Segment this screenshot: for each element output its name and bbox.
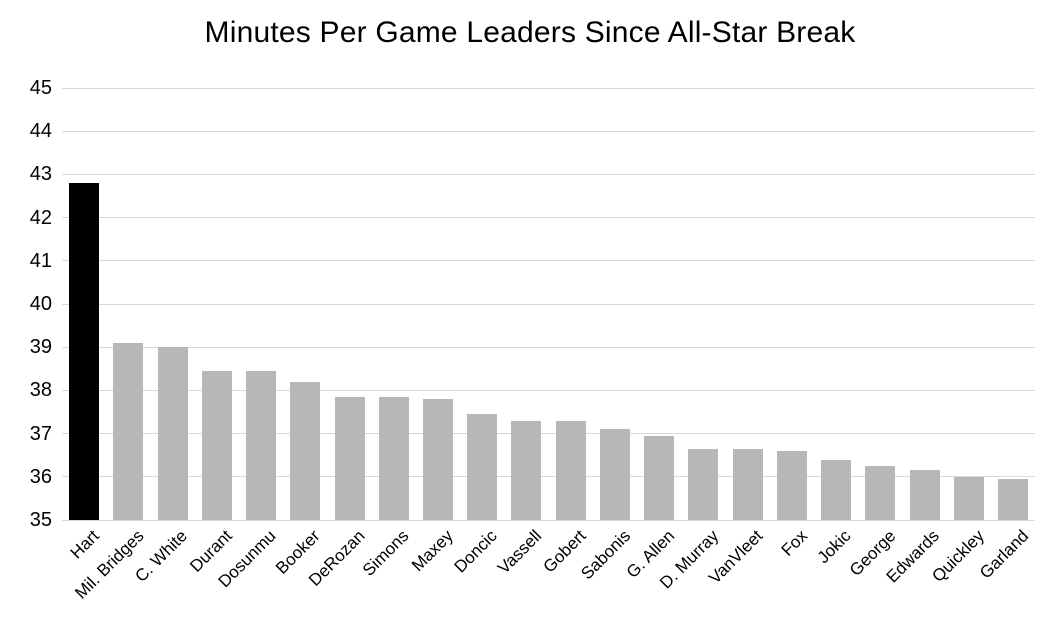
x-tick-label: Hart [66, 526, 103, 563]
bar-slot: Vassell [494, 88, 548, 578]
bar-slot: Jokic [814, 88, 858, 567]
y-tick-label: 35 [29, 509, 52, 531]
plot-area: Hart Mil. Bridges C. White Durant Dosunmu Boo… [62, 87, 1035, 603]
gridlines [62, 87, 1035, 521]
bar-durant [201, 370, 232, 520]
gridline [62, 389, 1035, 391]
bar-jokic [821, 459, 852, 520]
y-tick-label: 40 [29, 293, 52, 315]
gridline [62, 260, 1035, 262]
bar-slot: Booker [272, 88, 327, 578]
bar-c-white [157, 347, 188, 520]
x-tick-label: Doncic [450, 526, 501, 577]
chart-title: Minutes Per Game Leaders Since All-Star … [204, 16, 856, 49]
x-tick-label: Fox [777, 526, 811, 560]
bar-garland [998, 478, 1029, 520]
gridline [62, 433, 1035, 435]
y-tick-label: 44 [29, 120, 52, 143]
y-tick-label: 45 [29, 77, 52, 99]
bar-slot: Fox [770, 88, 814, 560]
bar-slot: DeRozan [305, 88, 371, 590]
bar-simons [378, 396, 409, 520]
bar-george [865, 466, 896, 520]
bar-g-allen [644, 435, 675, 520]
bar-hart [69, 183, 100, 520]
bars-container: Hart Mil. Bridges C. White Durant Dosunmu Boo… [62, 88, 1035, 603]
bar-slot: Mil. Bridges [71, 88, 150, 603]
bar-slot: Edwards [883, 88, 946, 586]
bar-slot: D. Murray [656, 88, 725, 592]
gridline [62, 217, 1035, 219]
gridline [62, 346, 1035, 348]
bar-sabonis [599, 429, 630, 520]
gridline [62, 87, 1035, 89]
bar-slot: Doncic [451, 88, 504, 576]
bar-vanvleet [732, 448, 763, 520]
y-tick-label: 43 [29, 163, 52, 186]
y-tick-label: 42 [29, 206, 52, 229]
y-tick-label: 36 [29, 465, 52, 488]
bar-slot: Garland [976, 88, 1035, 582]
bar-booker [290, 381, 321, 520]
bar-maxey [422, 399, 453, 520]
bar-slot: Gobert [539, 88, 593, 576]
gridline [62, 519, 1035, 521]
bar-slot: Hart [62, 88, 106, 562]
bar-vassell [511, 420, 542, 520]
bar-gobert [555, 420, 586, 520]
bar-derozan [334, 396, 365, 520]
y-tick-label: 39 [29, 336, 52, 359]
bar-slot: Sabonis [577, 88, 637, 583]
gridline [62, 130, 1035, 132]
bar-slot: Dosunmu [215, 88, 283, 591]
bar-slot: C. White [132, 88, 194, 586]
bar-slot: George [846, 88, 902, 580]
bar-slot: Maxey [408, 88, 460, 575]
x-tick-label: Vassell [493, 526, 546, 578]
bar-slot: G. Allen [622, 88, 681, 582]
y-tick-label: 41 [29, 249, 52, 272]
bar-fox [776, 450, 807, 520]
y-tick-label: 37 [29, 422, 52, 445]
x-tick-label: Simons [358, 526, 413, 580]
bar-edwards [909, 470, 940, 520]
bar-doncic [467, 414, 498, 520]
bar-d-murray [688, 448, 719, 520]
bar-quickley [953, 476, 984, 520]
bar-slot: Durant [186, 88, 239, 576]
bar-dosunmu [246, 370, 277, 520]
bar-mil-bridges [113, 342, 144, 520]
gridline [62, 303, 1035, 305]
bar-slot: Simons [359, 88, 416, 580]
x-tick-label: Maxey [407, 526, 457, 576]
gridline [62, 476, 1035, 478]
bar-slot: Quickley [928, 88, 991, 586]
y-axis-labels: 35 36 37 38 39 40 41 42 43 44 45 [0, 78, 56, 530]
gridline [62, 173, 1035, 175]
bar-slot: VanVleet [705, 88, 770, 588]
y-tick-label: 38 [29, 379, 52, 402]
x-tick-label: Garland [975, 526, 1032, 583]
